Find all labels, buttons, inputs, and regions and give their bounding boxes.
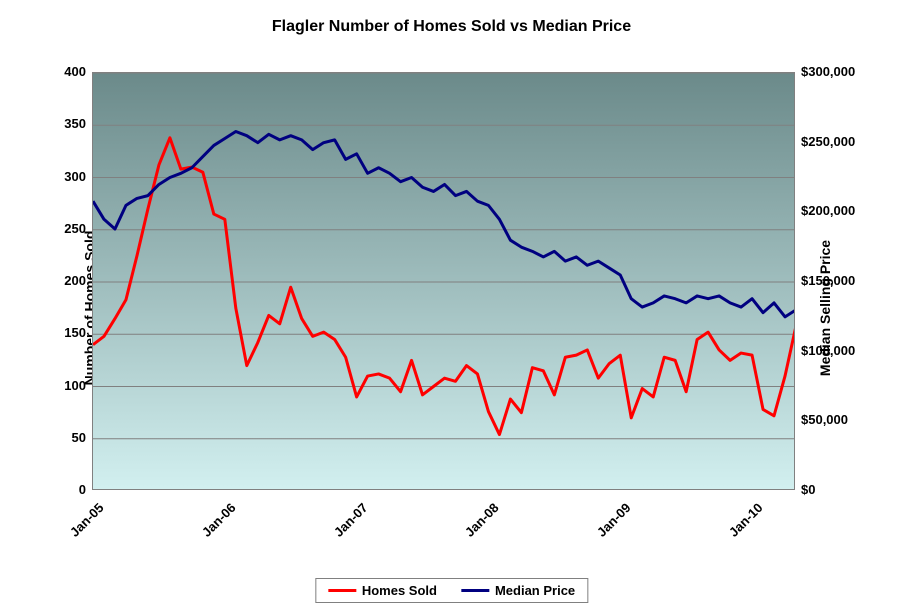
y-left-tick: 150 [64,325,86,340]
legend-line-median-price [461,589,489,592]
legend-label-median-price: Median Price [495,583,575,598]
chart-container: Flagler Number of Homes Sold vs Median P… [0,0,903,615]
y-left-tick: 400 [64,64,86,79]
legend-line-homes-sold [328,589,356,592]
legend-item-homes-sold: Homes Sold [328,583,437,598]
legend-item-median-price: Median Price [461,583,575,598]
plot-area [92,72,795,490]
y-right-tick: $0 [801,482,815,497]
x-tick: Jan-09 [594,500,634,540]
y-left-tick: 50 [72,430,86,445]
x-tick: Jan-05 [67,500,107,540]
x-tick: Jan-08 [462,500,502,540]
legend-label-homes-sold: Homes Sold [362,583,437,598]
y-right-tick: $50,000 [801,412,848,427]
y-left-tick: 200 [64,273,86,288]
chart-title: Flagler Number of Homes Sold vs Median P… [0,18,903,36]
y-right-tick: $150,000 [801,273,855,288]
x-tick: Jan-07 [330,500,370,540]
y-right-tick: $300,000 [801,64,855,79]
legend: Homes Sold Median Price [315,578,588,603]
y-right-tick: $200,000 [801,203,855,218]
x-tick: Jan-06 [199,500,239,540]
y-left-tick: 0 [79,482,86,497]
y-left-tick: 250 [64,221,86,236]
y-left-tick: 300 [64,169,86,184]
y-right-tick: $250,000 [801,134,855,149]
y-left-tick: 100 [64,378,86,393]
x-tick: Jan-10 [726,500,766,540]
y-right-tick: $100,000 [801,343,855,358]
y-left-tick: 350 [64,116,86,131]
